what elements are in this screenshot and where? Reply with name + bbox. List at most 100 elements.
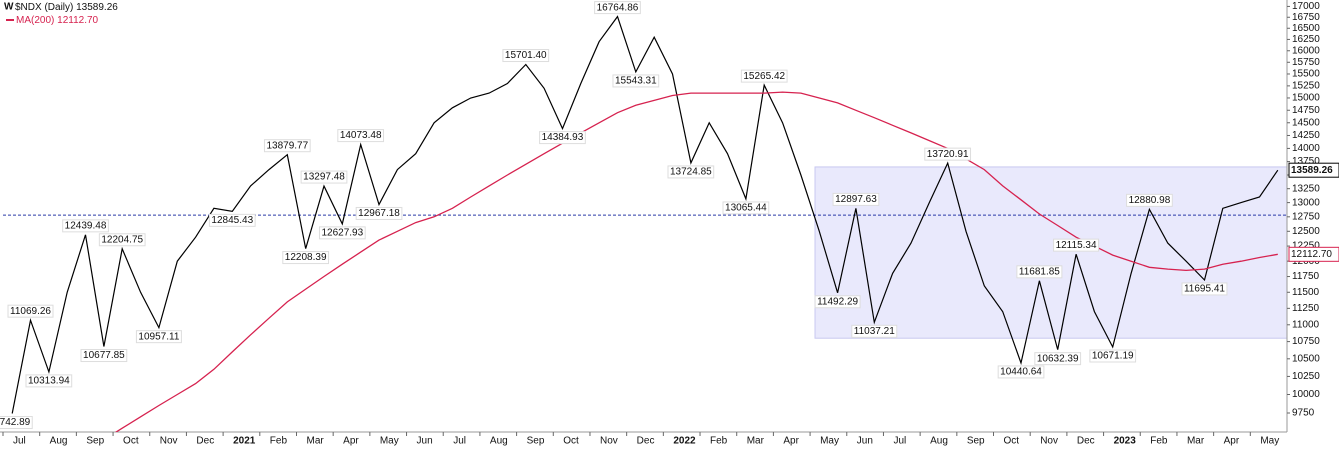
x-tick-label: Nov bbox=[600, 436, 618, 447]
legend-entry: MA(200) 12112.70 bbox=[16, 15, 99, 26]
x-tick-label: Mar bbox=[747, 436, 765, 447]
annotation: 12439.48 bbox=[62, 219, 109, 233]
y-tick-label: 12500 bbox=[1292, 226, 1320, 237]
annotation-box bbox=[282, 251, 330, 265]
y-tick-label: 15250 bbox=[1292, 81, 1320, 92]
y-tick-label: 16250 bbox=[1292, 34, 1320, 45]
legend-name: MA(200) bbox=[16, 15, 54, 26]
annotation-box bbox=[1089, 349, 1137, 363]
annotation: 14073.48 bbox=[337, 129, 385, 143]
annotation-box bbox=[263, 139, 311, 153]
annotation-box bbox=[612, 74, 660, 88]
x-tick-label: Jun bbox=[417, 436, 433, 447]
annotation-label: 15543.31 bbox=[615, 76, 657, 87]
annotation-label: 12439.48 bbox=[65, 220, 107, 231]
y-tick-label: 13250 bbox=[1292, 183, 1320, 194]
annotation: 9742.89 bbox=[0, 416, 33, 430]
annotation-box bbox=[502, 49, 550, 63]
x-tick-label: Jul bbox=[453, 436, 466, 447]
annotation-box bbox=[722, 201, 770, 215]
x-tick-label: Nov bbox=[1040, 436, 1058, 447]
annotation: 12880.98 bbox=[1126, 193, 1173, 207]
annotation-label: 15265.42 bbox=[743, 71, 785, 82]
annotation-label: 10671.19 bbox=[1092, 351, 1134, 362]
ma-last-label: 12112.70 bbox=[1291, 249, 1332, 260]
annotation: 12204.75 bbox=[98, 233, 146, 247]
annotation-box bbox=[814, 295, 861, 309]
annotation: 13720.91 bbox=[924, 147, 972, 161]
last-price-box bbox=[1288, 162, 1339, 178]
x-tick-label: Feb bbox=[270, 436, 288, 447]
annotation: 11695.41 bbox=[1181, 282, 1228, 296]
annotation-label: 15701.40 bbox=[505, 50, 547, 61]
y-tick-label: 17000 bbox=[1292, 1, 1320, 12]
y-tick-label: 12250 bbox=[1292, 241, 1320, 252]
x-tick-label: Apr bbox=[783, 436, 799, 447]
annotation-box bbox=[7, 304, 54, 318]
annotation-box bbox=[594, 1, 641, 15]
annotation-box bbox=[539, 131, 586, 145]
y-tick-label: 14500 bbox=[1292, 117, 1320, 128]
y-tick-label: 9750 bbox=[1292, 408, 1315, 419]
annotation-box bbox=[62, 219, 109, 233]
y-tick-label: 15000 bbox=[1292, 93, 1320, 104]
annotation: 15701.40 bbox=[502, 49, 550, 63]
x-tick-label: Feb bbox=[710, 436, 728, 447]
annotation: 12967.18 bbox=[355, 206, 403, 220]
x-tick-label: Apr bbox=[343, 436, 359, 447]
x-tick-label: May bbox=[820, 436, 839, 447]
annotation: 13724.85 bbox=[667, 165, 715, 179]
annotation-box bbox=[25, 374, 73, 388]
annotation-box bbox=[1181, 282, 1228, 296]
y-tick-label: 14000 bbox=[1292, 143, 1320, 154]
ma-last-box bbox=[1288, 246, 1339, 262]
x-tick-label: Oct bbox=[123, 436, 139, 447]
y-tick-label: 12750 bbox=[1292, 211, 1320, 222]
annotation-label: 13879.77 bbox=[266, 140, 308, 151]
annotation: 15265.42 bbox=[740, 69, 788, 83]
last-price-label: 13589.26 bbox=[1291, 165, 1333, 176]
annotation-box bbox=[337, 129, 385, 143]
x-tick-label: 2021 bbox=[233, 436, 256, 447]
y-tick-label: 13000 bbox=[1292, 197, 1320, 208]
annotation-label: 12208.39 bbox=[285, 252, 327, 263]
x-tick-label: Apr bbox=[1224, 436, 1240, 447]
annotation-box bbox=[1016, 265, 1063, 279]
annotation-box bbox=[667, 165, 715, 179]
annotation: 12845.43 bbox=[208, 213, 256, 227]
logo: W bbox=[4, 2, 14, 13]
x-tick-label: Mar bbox=[1187, 436, 1205, 447]
chart-title: $NDX (Daily) 13589.26 bbox=[15, 2, 118, 13]
y-tick-label: 11500 bbox=[1292, 287, 1320, 298]
x-tick-label: Oct bbox=[1004, 436, 1020, 447]
y-tick-label: 16750 bbox=[1292, 12, 1320, 23]
x-tick-label: Aug bbox=[930, 436, 948, 447]
annotation-label: 12627.93 bbox=[321, 227, 363, 238]
annotation-label: 11037.21 bbox=[854, 326, 895, 337]
annotation-label: 11681.85 bbox=[1019, 266, 1060, 277]
annotation: 12627.93 bbox=[318, 226, 366, 240]
x-tick-label: Mar bbox=[306, 436, 324, 447]
annotation-label: 14384.93 bbox=[542, 132, 584, 143]
price-line bbox=[11, 15, 1279, 414]
annotation: 14384.93 bbox=[539, 131, 586, 145]
y-tick-label: 10750 bbox=[1292, 336, 1320, 347]
x-tick-label: Aug bbox=[490, 436, 508, 447]
x-tick-label: May bbox=[1260, 436, 1279, 447]
shaded-range bbox=[814, 166, 1288, 339]
y-tick-label: 10500 bbox=[1292, 353, 1320, 364]
x-tick-label: Jul bbox=[13, 436, 26, 447]
annotation-label: 10632.39 bbox=[1037, 353, 1079, 364]
x-tick-label: 2023 bbox=[1114, 436, 1137, 447]
annotation: 10671.19 bbox=[1089, 349, 1137, 363]
annotation: 13879.77 bbox=[263, 139, 311, 153]
y-tick-label: 14250 bbox=[1292, 130, 1320, 141]
annotation-label: 11492.29 bbox=[817, 296, 858, 307]
annotation-label: 12897.63 bbox=[835, 194, 877, 205]
y-tick-label: 11750 bbox=[1292, 271, 1320, 282]
annotation: 13065.44 bbox=[722, 201, 770, 215]
y-tick-label: 10000 bbox=[1292, 389, 1320, 400]
annotation-label: 10677.85 bbox=[83, 350, 125, 361]
